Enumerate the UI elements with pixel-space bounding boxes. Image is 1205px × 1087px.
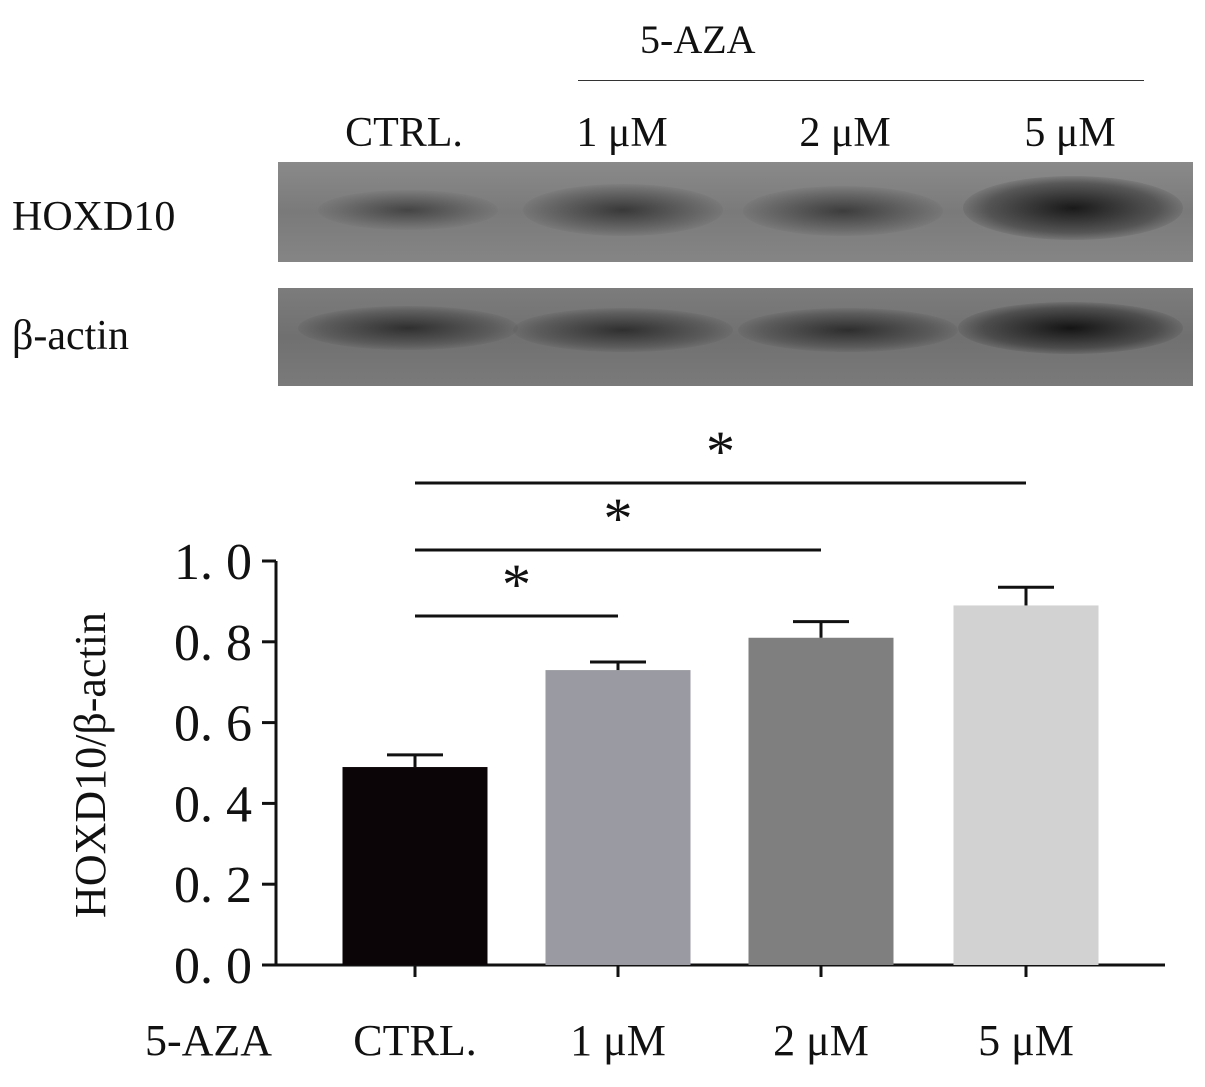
bar (342, 767, 488, 965)
lane-label-2um: 2 μM (799, 110, 891, 156)
row-label-hoxd10: HOXD10 (12, 194, 176, 240)
blot-strip-hoxd10 (278, 162, 1193, 262)
band-actin-5um (958, 302, 1183, 354)
y-tick-label: 0. 2 (174, 857, 252, 914)
y-tick-label: 1. 0 (174, 534, 252, 591)
bar (545, 670, 691, 965)
lane-label-ctrl: CTRL. (345, 110, 463, 156)
x-tick-label: 5 μM (978, 1016, 1074, 1065)
x-axis-prefix-label: 5-AZA (145, 1016, 272, 1065)
bar (953, 605, 1099, 965)
x-tick-label: 1 μM (570, 1016, 666, 1065)
bar (748, 637, 894, 965)
band-hoxd10-1um (523, 184, 723, 236)
blot-strip-beta-actin (278, 288, 1193, 386)
band-hoxd10-5um (963, 176, 1183, 240)
row-label-beta-actin: β-actin (12, 313, 129, 359)
treatment-header: 5-AZA (640, 17, 756, 62)
band-actin-2um (738, 308, 958, 352)
x-tick-label: CTRL. (353, 1016, 476, 1065)
band-hoxd10-2um (743, 186, 943, 236)
band-actin-ctrl (298, 306, 518, 350)
significance-star: * (706, 419, 735, 484)
y-tick-label: 0. 4 (174, 776, 252, 833)
lane-label-1um: 1 μM (576, 110, 668, 156)
x-tick-label: 2 μM (773, 1016, 869, 1065)
treatment-bracket-line (578, 80, 1144, 81)
significance-star: * (604, 486, 633, 551)
band-hoxd10-ctrl (318, 190, 498, 230)
y-axis-label: HOXD10/β-actin (66, 612, 115, 918)
y-tick-label: 0. 8 (174, 615, 252, 672)
y-tick-label: 0. 6 (174, 696, 252, 753)
band-actin-1um (513, 308, 733, 352)
lane-label-5um: 5 μM (1024, 110, 1116, 156)
significance-star: * (502, 552, 531, 617)
y-tick-label: 0. 0 (174, 938, 252, 995)
